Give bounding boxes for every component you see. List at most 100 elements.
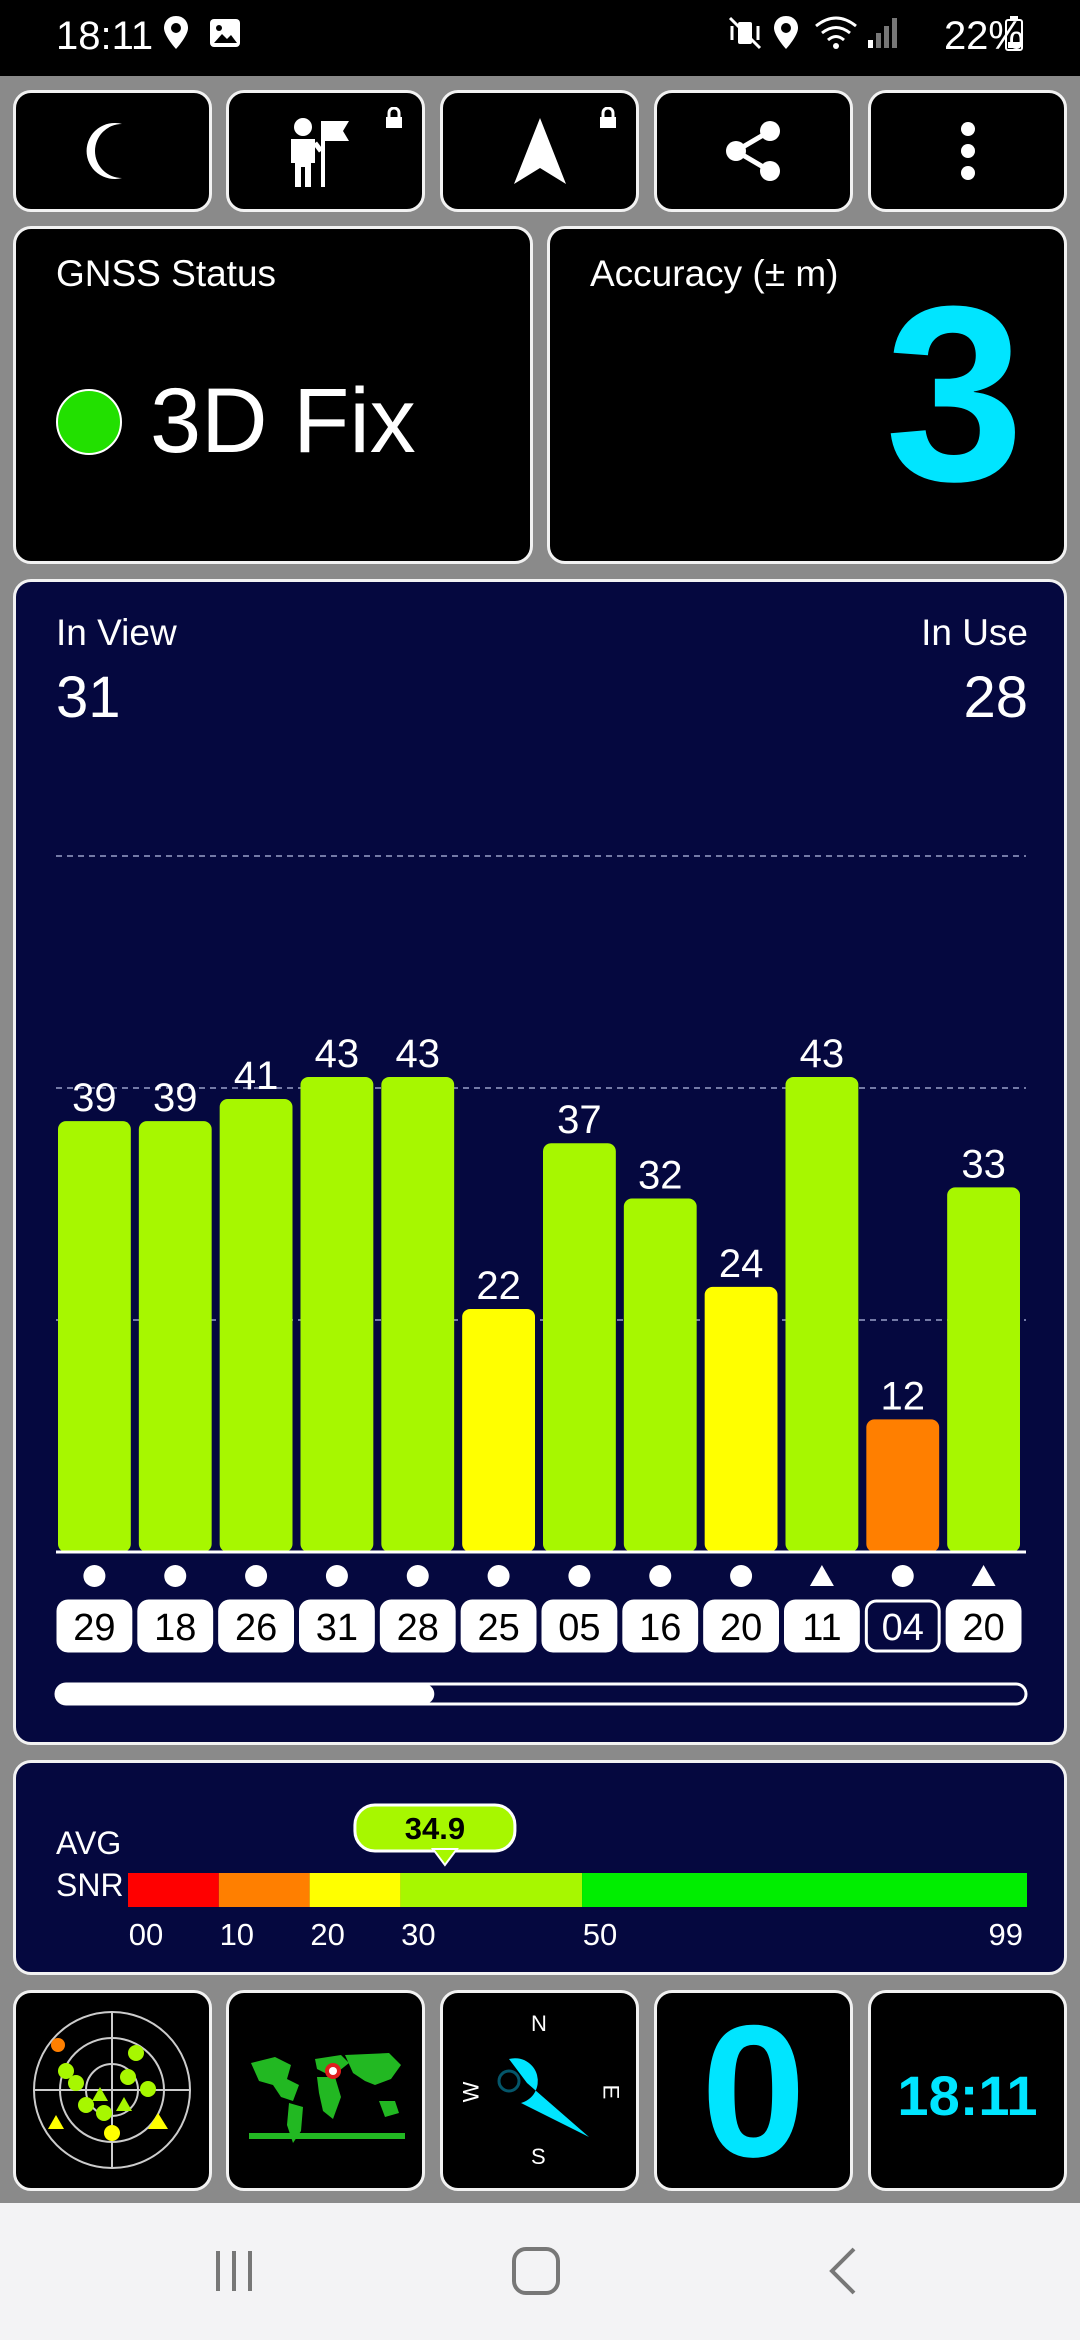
more-vert-icon bbox=[960, 122, 975, 180]
satellite-marker bbox=[891, 1565, 914, 1587]
satellite-marker bbox=[730, 1565, 753, 1587]
satellite-id-label: 20 bbox=[720, 1607, 762, 1649]
snr-bar bbox=[704, 1286, 778, 1552]
guide-flag-icon bbox=[290, 118, 349, 187]
snr-scale-tick: 20 bbox=[310, 1917, 344, 1952]
satellite-id-label: 20 bbox=[962, 1607, 1004, 1649]
snr-scale-segment bbox=[218, 1873, 310, 1907]
gnss-status-tile[interactable]: GNSS Status 3D Fix bbox=[13, 226, 533, 564]
in-use-label: In Use bbox=[921, 612, 1028, 653]
satellite-id-badge bbox=[218, 1599, 295, 1653]
snr-bar-chart: 39 29 39 18 41 26 43 31 43 28 22 25 37 05 32 16 24 20 43 11… bbox=[54, 855, 1028, 1706]
status-time: 18:11 bbox=[56, 14, 154, 58]
compass-east: E bbox=[598, 2084, 624, 2100]
battery-icon bbox=[1004, 14, 1024, 57]
navigation-button[interactable] bbox=[440, 90, 639, 212]
snr-bar bbox=[623, 1198, 697, 1552]
share-button[interactable] bbox=[654, 90, 853, 212]
satellite-marker bbox=[971, 1565, 996, 1586]
compass-needle-icon bbox=[497, 2058, 589, 2137]
satellite-id-badge bbox=[541, 1599, 618, 1653]
snr-bar-value: 39 bbox=[72, 1076, 117, 1120]
satellite-id-badge bbox=[945, 1599, 1022, 1653]
compass-north: N bbox=[531, 2011, 547, 2036]
compass-tile[interactable]: N E S W bbox=[440, 1990, 639, 2191]
snr-bar-value: 32 bbox=[638, 1153, 683, 1197]
accuracy-tile[interactable]: Accuracy (± m) 3 bbox=[547, 226, 1067, 564]
satellite-id-label: 28 bbox=[397, 1607, 439, 1649]
satellite-signal-panel[interactable]: In View 31 In Use 28 39 29 39 18 41 26 43 31 43 2… bbox=[13, 579, 1067, 1745]
more-button[interactable] bbox=[868, 90, 1067, 212]
satellite-id-badge bbox=[137, 1599, 214, 1653]
in-view-value: 31 bbox=[56, 665, 121, 730]
tour-guide-button[interactable] bbox=[226, 90, 425, 212]
snr-bar bbox=[866, 1419, 940, 1552]
night-mode-button[interactable] bbox=[13, 90, 212, 212]
avg-snr-value: 34.9 bbox=[405, 1811, 465, 1846]
snr-bar bbox=[58, 1121, 131, 1552]
snr-label: SNR bbox=[56, 1867, 124, 1903]
satellite-id-label: 16 bbox=[639, 1607, 681, 1649]
speed-value: 0 bbox=[701, 1986, 806, 2196]
satellite-id-label: 18 bbox=[154, 1607, 196, 1649]
snr-bar-value: 22 bbox=[476, 1264, 521, 1308]
compass-south: S bbox=[531, 2144, 546, 2169]
snr-scale: 00 10 20 30 50 99 34.9 bbox=[128, 1803, 1027, 1952]
system-nav-bar bbox=[0, 2203, 1080, 2340]
satellite-id-badge bbox=[703, 1599, 780, 1653]
satellite-marker bbox=[325, 1565, 348, 1587]
scrollbar-thumb bbox=[56, 1684, 435, 1704]
snr-bar-value: 43 bbox=[396, 1032, 441, 1076]
snr-scale-tick: 50 bbox=[583, 1917, 617, 1952]
moon-icon bbox=[86, 123, 122, 179]
satellite-id-label: 11 bbox=[802, 1607, 841, 1649]
satellite-id-label: 29 bbox=[73, 1607, 115, 1649]
location-pin-icon bbox=[162, 14, 190, 57]
navigation-arrow-icon bbox=[513, 118, 566, 184]
snr-bar bbox=[785, 1076, 859, 1552]
clock-value: 18:11 bbox=[897, 2064, 1038, 2127]
sky-view-tile[interactable] bbox=[13, 1990, 212, 2191]
lock-icon bbox=[386, 107, 402, 128]
gnss-fix-value: 3D Fix bbox=[150, 370, 416, 472]
satellite-marker bbox=[809, 1565, 834, 1586]
snr-bar-value: 33 bbox=[961, 1142, 1006, 1186]
snr-scale-tick: 10 bbox=[220, 1917, 254, 1952]
world-map-icon bbox=[249, 2053, 405, 2143]
satellite-marker bbox=[406, 1565, 429, 1587]
snr-bar-value: 24 bbox=[719, 1242, 764, 1286]
avg-snr-panel: AVG SNR 00 10 20 30 50 99 34.9 bbox=[13, 1760, 1067, 1975]
in-view-label: In View bbox=[56, 612, 177, 653]
signal-icon bbox=[866, 14, 900, 57]
fix-indicator-dot bbox=[56, 389, 122, 455]
gnss-status-label: GNSS Status bbox=[56, 253, 277, 294]
sky-view-icon bbox=[33, 2011, 191, 2169]
home-icon[interactable] bbox=[510, 2245, 562, 2297]
satellite-id-badge bbox=[379, 1599, 456, 1653]
snr-scale-segment bbox=[582, 1873, 1027, 1907]
clock-tile[interactable]: 18:11 bbox=[868, 1990, 1067, 2191]
back-icon[interactable] bbox=[822, 2245, 862, 2297]
image-icon bbox=[208, 14, 242, 57]
accuracy-label: Accuracy (± m) bbox=[590, 253, 839, 294]
satellite-id-badge bbox=[56, 1599, 133, 1653]
world-map-tile[interactable] bbox=[226, 1990, 425, 2191]
wifi-icon bbox=[814, 14, 858, 57]
snr-bar bbox=[219, 1099, 293, 1552]
satellite-id-badge bbox=[299, 1599, 375, 1653]
satellite-marker bbox=[164, 1565, 187, 1587]
satellite-marker bbox=[568, 1565, 591, 1587]
snr-bar bbox=[138, 1121, 212, 1552]
speed-tile[interactable]: 0 bbox=[654, 1990, 853, 2191]
satellite-marker bbox=[487, 1565, 510, 1587]
satellite-id-badge bbox=[460, 1599, 537, 1653]
satellite-id-label: 26 bbox=[235, 1607, 277, 1649]
snr-scale-tick: 30 bbox=[401, 1917, 435, 1952]
snr-bar bbox=[947, 1187, 1020, 1552]
snr-scale-segment bbox=[128, 1873, 219, 1907]
snr-bar-value: 37 bbox=[557, 1098, 602, 1142]
avg-snr-pointer bbox=[430, 1848, 459, 1867]
recents-icon[interactable] bbox=[210, 2247, 258, 2295]
snr-bar-value: 12 bbox=[881, 1374, 926, 1418]
satellite-id-badge bbox=[622, 1599, 699, 1653]
